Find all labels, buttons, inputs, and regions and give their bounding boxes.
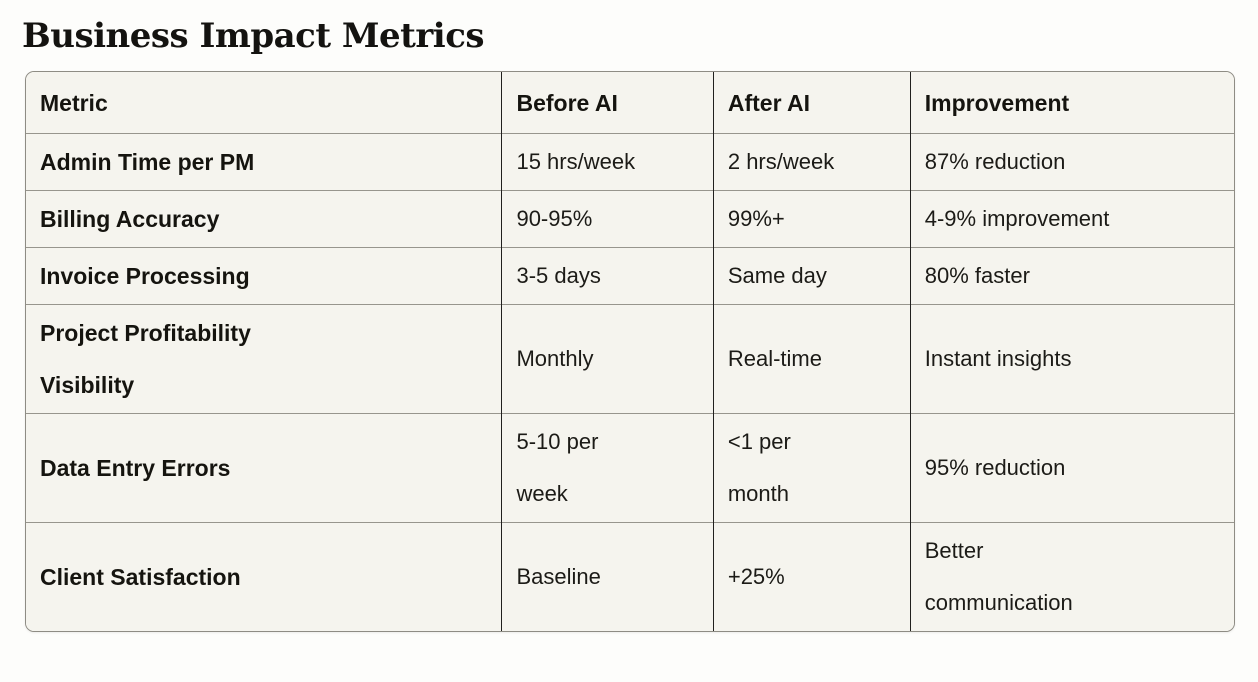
before-ai-value: 90-95% [501,189,714,248]
before-ai-value: Monthly [501,303,714,414]
table-row: Billing Accuracy 90-95% 99%+ 4-9% improv… [26,189,1234,248]
after-ai-value: Real-time [712,303,911,414]
table-row: Project Profitability Visibility Monthly… [26,303,1234,414]
metrics-table: Metric Before AI After AI Improvement Ad… [26,71,1234,631]
table-header-row: Metric Before AI After AI Improvement [26,71,1234,134]
column-header-after-ai: After AI [712,71,911,134]
metric-name: Invoice Processing [26,246,502,305]
before-ai-value: Baseline [501,521,714,631]
table-row: Data Entry Errors 5-10 per week <1 per m… [26,412,1234,523]
before-ai-value: 3-5 days [501,246,714,305]
after-ai-value: <1 per month [712,412,911,523]
column-header-improvement: Improvement [909,71,1234,134]
table-row: Invoice Processing 3-5 days Same day 80%… [26,246,1234,305]
business-impact-metrics-table: Metric Before AI After AI Improvement Ad… [25,70,1235,632]
before-ai-value: 15 hrs/week [501,132,714,191]
table-row: Client Satisfaction Baseline +25% Better… [26,521,1234,631]
before-ai-value: 5-10 per week [501,412,714,523]
improvement-value: 80% faster [909,246,1234,305]
page-title: Business Impact Metrics [22,16,485,56]
improvement-value: Instant insights [909,303,1234,414]
after-ai-value: +25% [712,521,911,631]
table-row: Admin Time per PM 15 hrs/week 2 hrs/week… [26,132,1234,191]
metric-name: Project Profitability Visibility [26,303,502,414]
after-ai-value: 2 hrs/week [712,132,911,191]
improvement-value: Better communication [909,521,1234,631]
metric-name: Billing Accuracy [26,189,502,248]
column-header-metric: Metric [26,71,502,134]
improvement-value: 95% reduction [909,412,1234,523]
after-ai-value: 99%+ [712,189,911,248]
metric-name: Admin Time per PM [26,132,502,191]
metric-name: Data Entry Errors [26,412,502,523]
improvement-value: 4-9% improvement [909,189,1234,248]
improvement-value: 87% reduction [909,132,1234,191]
metric-name: Client Satisfaction [26,521,502,631]
after-ai-value: Same day [712,246,911,305]
column-header-before-ai: Before AI [501,71,714,134]
